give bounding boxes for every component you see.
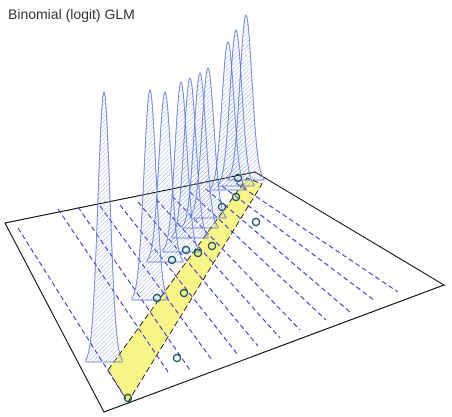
- dashed-line-8: [189, 191, 327, 321]
- figure-title: Binomial (logit) GLM: [8, 6, 135, 22]
- dashed-line-6: [155, 198, 281, 339]
- observation-point-2: [152, 293, 162, 303]
- observation-point-0: [123, 393, 133, 403]
- observation-point-6: [193, 248, 203, 258]
- dashed-line-7: [171, 195, 301, 331]
- observation-point-10: [233, 173, 243, 183]
- observation-point-7: [207, 241, 217, 251]
- dashed-line-9: [205, 188, 351, 313]
- observation-point-1: [172, 353, 182, 363]
- observation-point-4: [167, 255, 177, 265]
- observation-point-5: [181, 245, 191, 255]
- ground-plane: [4, 171, 446, 413]
- dashed-line-0: [17, 227, 125, 397]
- dashed-line-11: [235, 182, 399, 293]
- density-curves: [85, 14, 265, 363]
- dashed-line-5: [137, 201, 259, 347]
- observation-point-9: [231, 192, 241, 202]
- observation-point-11: [251, 217, 261, 227]
- observation-point-3: [179, 288, 189, 298]
- observation-point-8: [217, 202, 227, 212]
- density-curve-0: [85, 91, 123, 363]
- observation-points: [123, 173, 261, 403]
- density-curve-9: [227, 14, 265, 181]
